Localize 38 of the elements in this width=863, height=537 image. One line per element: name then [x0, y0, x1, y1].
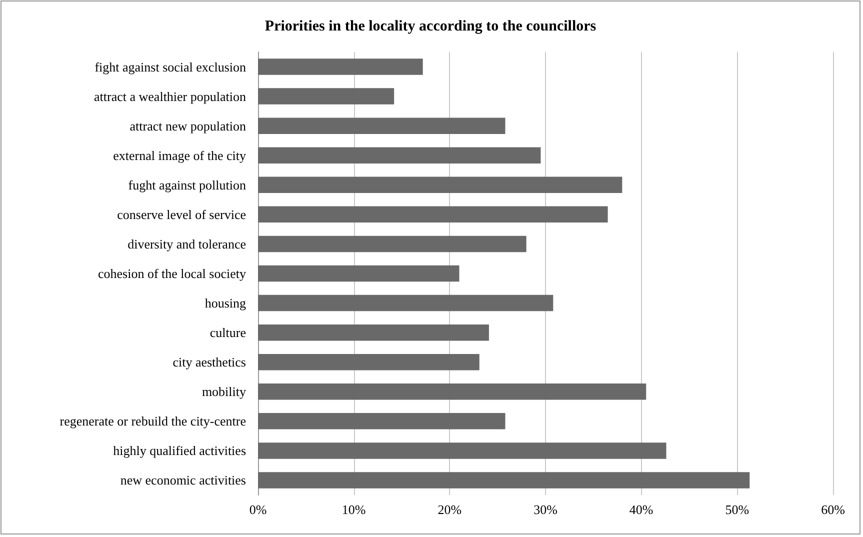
y-tick-label: fight against social exclusion: [94, 59, 246, 74]
bar: [258, 236, 526, 252]
bar: [258, 442, 666, 459]
y-tick-label: diversity and tolerance: [128, 236, 246, 252]
y-tick-label: fught against pollution: [128, 177, 246, 192]
chart-title: Priorities in the locality according to the councillors: [264, 18, 596, 34]
bar: [258, 384, 646, 400]
y-tick-label: external image of the city: [113, 148, 246, 163]
bar: [258, 147, 541, 164]
bar: [258, 206, 608, 223]
y-tick-label: mobility: [202, 384, 246, 400]
y-tick-label: new economic activities: [120, 472, 246, 488]
bar: [258, 88, 394, 104]
bar: [258, 472, 750, 488]
x-tick-label: 40%: [629, 502, 654, 517]
y-tick-label: highly qualified activities: [113, 443, 246, 458]
y-tick-label: city aesthetics: [172, 354, 246, 370]
bar: [258, 58, 423, 75]
bar: [258, 413, 506, 430]
bar: [258, 118, 506, 134]
x-tick-label: 30%: [534, 502, 558, 517]
bar: [258, 265, 460, 282]
x-tick-label: 60%: [821, 502, 846, 517]
y-tick-label: conserve level of service: [117, 206, 246, 222]
y-tick-label: attract a wealthier population: [94, 88, 246, 104]
y-tick-label: regenerate or rebuild the city-centre: [60, 414, 246, 429]
y-tick-label: culture: [210, 325, 246, 340]
bar: [258, 294, 554, 312]
y-tick-label: housing: [204, 296, 246, 311]
y-tick-label: cohesion of the local society: [98, 266, 246, 281]
x-tick-label: 50%: [725, 502, 750, 517]
x-tick-label: 20%: [438, 502, 462, 517]
x-tick-label: 10%: [342, 502, 366, 517]
bar: [258, 324, 489, 341]
y-tick-label: attract new population: [130, 118, 246, 134]
bar: [258, 354, 480, 370]
bar: [258, 176, 622, 194]
x-tick-label: 0%: [249, 502, 267, 517]
